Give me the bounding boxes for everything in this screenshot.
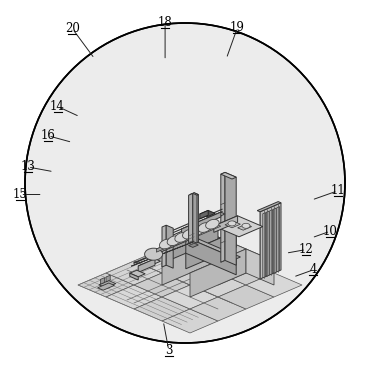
Polygon shape — [101, 277, 105, 284]
Text: 11: 11 — [330, 184, 345, 197]
Polygon shape — [186, 235, 240, 259]
Polygon shape — [190, 193, 198, 196]
Ellipse shape — [228, 221, 236, 226]
Polygon shape — [277, 207, 280, 272]
Polygon shape — [106, 275, 110, 282]
Polygon shape — [200, 210, 215, 217]
Polygon shape — [162, 261, 218, 285]
Polygon shape — [186, 237, 236, 275]
Polygon shape — [190, 249, 274, 285]
Polygon shape — [263, 212, 266, 278]
Polygon shape — [225, 172, 236, 265]
Text: 13: 13 — [20, 160, 35, 174]
Polygon shape — [221, 172, 225, 262]
Polygon shape — [162, 309, 218, 333]
Polygon shape — [98, 283, 114, 290]
Polygon shape — [168, 224, 222, 247]
Text: 12: 12 — [299, 243, 313, 256]
Polygon shape — [134, 273, 190, 297]
Text: 16: 16 — [41, 129, 56, 142]
Ellipse shape — [175, 233, 188, 242]
Polygon shape — [166, 225, 173, 268]
Polygon shape — [273, 208, 276, 273]
Polygon shape — [138, 259, 161, 268]
Polygon shape — [186, 231, 240, 255]
Polygon shape — [246, 273, 302, 297]
Text: 3: 3 — [165, 344, 173, 357]
Polygon shape — [214, 216, 263, 237]
Ellipse shape — [160, 239, 173, 249]
Polygon shape — [162, 285, 218, 309]
Polygon shape — [162, 225, 166, 267]
Polygon shape — [188, 193, 193, 243]
Polygon shape — [270, 210, 273, 275]
Polygon shape — [190, 273, 246, 297]
Polygon shape — [157, 224, 215, 252]
Polygon shape — [78, 273, 134, 297]
Ellipse shape — [183, 229, 196, 239]
Polygon shape — [190, 249, 246, 297]
Polygon shape — [162, 237, 246, 273]
Polygon shape — [134, 249, 190, 273]
Polygon shape — [188, 243, 198, 247]
Polygon shape — [260, 203, 281, 279]
Polygon shape — [200, 210, 208, 219]
Text: 10: 10 — [323, 225, 338, 238]
Polygon shape — [99, 281, 116, 288]
Ellipse shape — [167, 236, 181, 246]
Polygon shape — [237, 224, 252, 230]
Polygon shape — [218, 237, 246, 273]
Text: 19: 19 — [230, 21, 245, 34]
Polygon shape — [225, 221, 240, 228]
Polygon shape — [257, 201, 281, 212]
Polygon shape — [218, 285, 274, 309]
Polygon shape — [181, 212, 221, 234]
Ellipse shape — [190, 226, 204, 236]
Polygon shape — [221, 172, 236, 179]
Text: 20: 20 — [65, 22, 80, 35]
Polygon shape — [131, 239, 200, 266]
Ellipse shape — [206, 219, 219, 229]
Text: 14: 14 — [50, 100, 65, 113]
Ellipse shape — [198, 223, 211, 232]
Polygon shape — [106, 261, 162, 285]
Polygon shape — [157, 224, 221, 251]
Text: 18: 18 — [158, 15, 173, 29]
Circle shape — [25, 23, 345, 343]
Polygon shape — [181, 212, 225, 231]
Polygon shape — [186, 231, 236, 269]
Text: 4: 4 — [310, 263, 317, 276]
Polygon shape — [218, 261, 274, 285]
Polygon shape — [190, 297, 246, 321]
Polygon shape — [168, 224, 218, 261]
Polygon shape — [138, 259, 155, 272]
Ellipse shape — [242, 223, 250, 228]
Polygon shape — [162, 237, 218, 285]
Polygon shape — [194, 193, 198, 243]
Text: 15: 15 — [13, 188, 28, 201]
Polygon shape — [162, 237, 218, 261]
Polygon shape — [130, 270, 145, 277]
Polygon shape — [190, 249, 246, 273]
Ellipse shape — [145, 248, 162, 260]
Polygon shape — [246, 249, 274, 285]
Polygon shape — [130, 273, 138, 280]
Polygon shape — [190, 193, 194, 243]
Polygon shape — [106, 285, 162, 309]
Polygon shape — [266, 211, 269, 276]
Polygon shape — [193, 193, 197, 243]
Polygon shape — [134, 297, 190, 321]
Polygon shape — [214, 216, 237, 232]
